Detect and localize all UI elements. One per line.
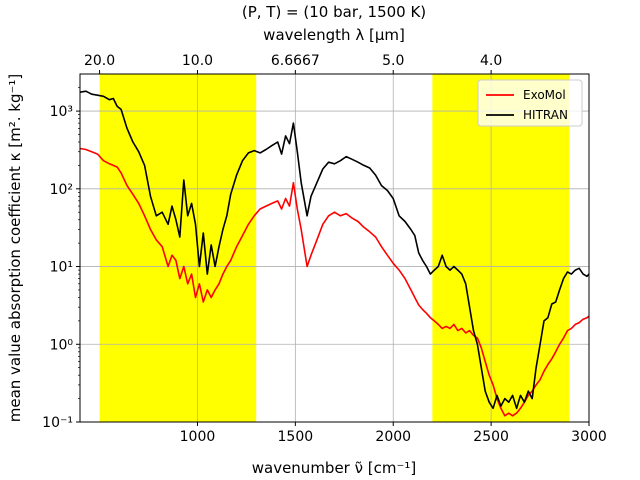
series-line-hitran bbox=[79, 90, 590, 410]
top-tick-label: 10.0 bbox=[182, 53, 213, 69]
shaded-bands bbox=[99, 74, 570, 422]
x-tick-label: 2500 bbox=[473, 429, 509, 445]
x-axis-ticks: 1000 1500 2000 2500 3000 bbox=[180, 422, 607, 445]
y-tick-label: 10¹ bbox=[50, 260, 73, 276]
shaded-band-1 bbox=[99, 74, 257, 422]
x-axis-label: wavenumber ν̃ [cm⁻¹] bbox=[252, 459, 417, 477]
top-tick-label: 4.0 bbox=[480, 53, 502, 69]
top-tick-label: 5.0 bbox=[382, 53, 404, 69]
y-tick-label: 10⁻¹ bbox=[42, 415, 73, 431]
top-axis-label: wavelength λ [μm] bbox=[263, 26, 405, 44]
y-tick-label: 10⁰ bbox=[50, 337, 74, 353]
legend-label-hitran: HITRAN bbox=[523, 108, 568, 122]
top-tick-label: 6.6667 bbox=[271, 53, 320, 69]
plot-frame bbox=[79, 73, 590, 423]
x-tick-label: 1500 bbox=[278, 429, 314, 445]
legend: ExoMol HITRAN bbox=[477, 79, 583, 127]
y-tick-label: 10² bbox=[50, 182, 73, 198]
top-tick-label: 20.0 bbox=[84, 53, 115, 69]
chart-title: (P, T) = (10 bar, 1500 K) bbox=[242, 3, 426, 21]
series-lines bbox=[79, 90, 590, 417]
series-line-exomol bbox=[79, 147, 590, 417]
x-tick-label: 2000 bbox=[375, 429, 411, 445]
shaded-band-2 bbox=[432, 74, 570, 422]
top-axis-ticks: 20.0 10.0 6.6667 5.0 4.0 bbox=[84, 53, 502, 74]
y-axis-ticks: 10⁻¹ 10⁰ 10¹ 10² 10³ bbox=[42, 87, 80, 431]
legend-label-exomol: ExoMol bbox=[523, 88, 566, 102]
x-tick-label: 3000 bbox=[571, 429, 607, 445]
x-tick-label: 1000 bbox=[180, 429, 216, 445]
y-axis-label: mean value absorption coefficient κ [m².… bbox=[6, 74, 24, 423]
y-tick-label: 10³ bbox=[50, 104, 73, 120]
